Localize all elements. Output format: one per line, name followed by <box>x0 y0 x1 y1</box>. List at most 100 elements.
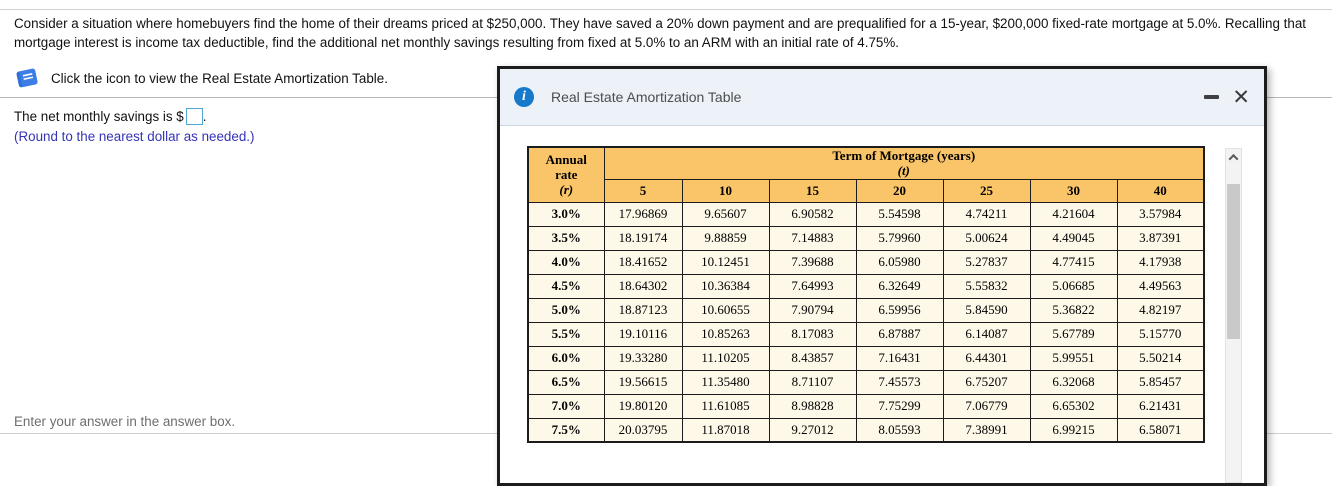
answer-hint: Enter your answer in the answer box. <box>14 414 236 429</box>
factor-cell: 8.17083 <box>768 321 857 347</box>
factor-cell: 7.39688 <box>768 249 857 275</box>
term-values-row: 5 10 15 20 25 30 40 <box>528 178 1205 203</box>
annual-rate-cell: 7.0% <box>527 393 605 419</box>
factor-cell: 7.64993 <box>768 273 857 299</box>
factor-cell: 4.49563 <box>1116 273 1205 299</box>
factor-cell: 11.61085 <box>681 393 770 419</box>
factor-cell: 5.79960 <box>855 225 944 251</box>
factor-cell: 7.16431 <box>855 345 944 371</box>
answer-prefix: The net monthly savings is $ <box>14 109 184 124</box>
factor-cell: 7.75299 <box>855 393 944 419</box>
table-row: 3.0% 17.96869 9.65607 6.90582 5.54598 4.74211… <box>527 201 1205 227</box>
factor-cell: 5.27837 <box>942 249 1031 275</box>
annual-rate-cell: 3.5% <box>527 225 605 251</box>
factor-cell: 6.90582 <box>768 201 857 227</box>
factor-cell: 6.32068 <box>1029 369 1118 395</box>
info-icon: i <box>514 87 534 107</box>
factor-cell: 19.80120 <box>603 393 683 419</box>
annual-rate-cell: 4.5% <box>527 273 605 299</box>
annual-rate-cell: 4.0% <box>527 249 605 275</box>
answer-input[interactable] <box>185 108 203 125</box>
factor-cell: 9.27012 <box>768 417 857 443</box>
annual-rate-cell: 6.5% <box>527 369 605 395</box>
factor-cell: 8.43857 <box>768 345 857 371</box>
factor-cell: 6.99215 <box>1029 417 1118 443</box>
factor-cell: 6.05980 <box>855 249 944 275</box>
table-row: 7.5% 20.03795 11.87018 9.27012 8.05593 7.3899… <box>527 417 1205 443</box>
factor-cell: 6.14087 <box>942 321 1031 347</box>
factor-cell: 5.50214 <box>1116 345 1205 371</box>
term-column-header: 20 <box>855 178 944 203</box>
factor-cell: 7.14883 <box>768 225 857 251</box>
factor-cell: 5.55832 <box>942 273 1031 299</box>
factor-cell: 11.10205 <box>681 345 770 371</box>
factor-cell: 7.90794 <box>768 297 857 323</box>
factor-cell: 10.36384 <box>681 273 770 299</box>
table-row: 3.5% 18.19174 9.88859 7.14883 5.79960 5.00624… <box>527 225 1205 251</box>
factor-cell: 3.87391 <box>1116 225 1205 251</box>
term-column-header: 40 <box>1116 178 1205 203</box>
term-column-header: 10 <box>681 178 770 203</box>
factor-cell: 8.71107 <box>768 369 857 395</box>
dialog-scrollbar[interactable] <box>1225 148 1242 483</box>
factor-cell: 5.99551 <box>1029 345 1118 371</box>
factor-cell: 18.64302 <box>603 273 683 299</box>
factor-cell: 18.19174 <box>603 225 683 251</box>
factor-cell: 6.75207 <box>942 369 1031 395</box>
minimize-icon[interactable] <box>1204 95 1220 99</box>
factor-cell: 4.74211 <box>942 201 1031 227</box>
table-icon-label: Click the icon to view the Real Estate A… <box>51 70 388 86</box>
amortization-table: Annual rate (r) Term of Mortgage (years)… <box>527 146 1205 443</box>
annual-rate-cell: 6.0% <box>527 345 605 371</box>
rounding-note: (Round to the nearest dollar as needed.) <box>14 129 255 144</box>
table-icon-row: Click the icon to view the Real Estate A… <box>14 66 388 90</box>
factor-cell: 4.77415 <box>1029 249 1118 275</box>
factor-cell: 8.98828 <box>768 393 857 419</box>
scrollbar-thumb[interactable] <box>1227 184 1240 339</box>
factor-cell: 4.21604 <box>1029 201 1118 227</box>
factor-cell: 10.60655 <box>681 297 770 323</box>
factor-cell: 3.57984 <box>1116 201 1205 227</box>
table-row: 7.0% 19.80120 11.61085 8.98828 7.75299 7.0677… <box>527 393 1205 419</box>
table-row: 6.0% 19.33280 11.10205 8.43857 7.16431 6.4430… <box>527 345 1205 371</box>
factor-cell: 17.96869 <box>603 201 683 227</box>
term-of-mortgage-header: Term of Mortgage (years) (t) <box>603 146 1205 180</box>
term-column-header: 25 <box>942 178 1031 203</box>
answer-suffix: . <box>202 109 207 124</box>
factor-cell: 6.44301 <box>942 345 1031 371</box>
book-icon[interactable] <box>14 66 40 90</box>
factor-cell: 18.41652 <box>603 249 683 275</box>
factor-cell: 6.32649 <box>855 273 944 299</box>
scroll-up-arrow-icon[interactable] <box>1226 149 1241 165</box>
factor-cell: 18.87123 <box>603 297 683 323</box>
factor-cell: 20.03795 <box>603 417 683 443</box>
factor-cell: 19.10116 <box>603 321 683 347</box>
table-row: 4.5% 18.64302 10.36384 7.64993 6.32649 5.5583… <box>527 273 1205 299</box>
factor-cell: 19.56615 <box>603 369 683 395</box>
factor-cell: 4.49045 <box>1029 225 1118 251</box>
close-icon[interactable]: ✕ <box>1232 85 1250 109</box>
dialog-title: Real Estate Amortization Table <box>551 89 742 105</box>
factor-cell: 5.36822 <box>1029 297 1118 323</box>
annual-rate-cell: 7.5% <box>527 417 605 443</box>
term-column-header: 15 <box>768 178 857 203</box>
amortization-tbody: 3.0% 17.96869 9.65607 6.90582 5.54598 4.74211… <box>527 201 1205 443</box>
table-row: 6.5% 19.56615 11.35480 8.71107 7.45573 6.7520… <box>527 369 1205 395</box>
factor-cell: 10.85263 <box>681 321 770 347</box>
factor-cell: 11.35480 <box>681 369 770 395</box>
annual-rate-header: Annual rate (r) <box>527 146 605 203</box>
factor-cell: 6.59956 <box>855 297 944 323</box>
factor-cell: 7.38991 <box>942 417 1031 443</box>
factor-cell: 5.85457 <box>1116 369 1205 395</box>
factor-cell: 10.12451 <box>681 249 770 275</box>
factor-cell: 6.65302 <box>1029 393 1118 419</box>
answer-line: The net monthly savings is $ . <box>14 108 206 125</box>
factor-cell: 5.67789 <box>1029 321 1118 347</box>
annual-rate-cell: 5.5% <box>527 321 605 347</box>
factor-cell: 9.65607 <box>681 201 770 227</box>
table-row: 5.0% 18.87123 10.60655 7.90794 6.59956 5.8459… <box>527 297 1205 323</box>
factor-cell: 6.21431 <box>1116 393 1205 419</box>
table-row: 4.0% 18.41652 10.12451 7.39688 6.05980 5.2783… <box>527 249 1205 275</box>
factor-cell: 5.54598 <box>855 201 944 227</box>
factor-cell: 5.06685 <box>1029 273 1118 299</box>
